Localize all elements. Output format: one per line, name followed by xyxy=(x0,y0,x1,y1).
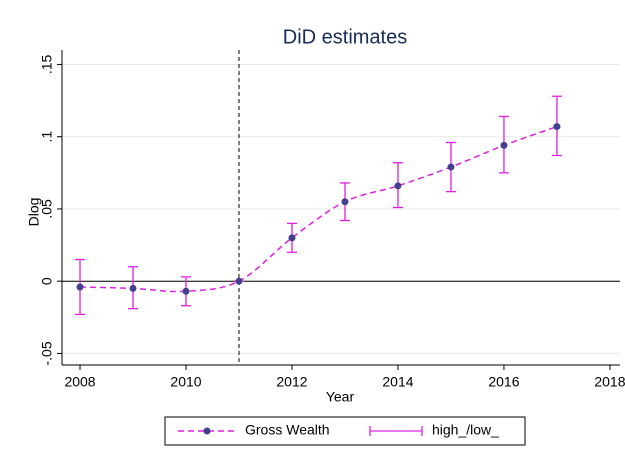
x-tick-label: 2012 xyxy=(276,374,307,390)
legend-label: Gross Wealth xyxy=(245,422,330,438)
y-tick-label: -.05 xyxy=(39,341,55,365)
chart-title: DiD estimates xyxy=(283,26,407,48)
marker xyxy=(394,182,402,190)
y-tick-label: 0 xyxy=(39,277,55,285)
x-tick-label: 2016 xyxy=(488,374,519,390)
y-tick-label: .1 xyxy=(39,131,55,143)
legend-marker xyxy=(203,427,211,435)
series-line xyxy=(79,125,558,293)
marker xyxy=(76,283,84,291)
marker xyxy=(500,141,508,149)
marker xyxy=(182,287,190,295)
x-tick-label: 2010 xyxy=(170,374,201,390)
legend-label: high_/low_ xyxy=(432,422,499,438)
marker xyxy=(235,277,243,285)
x-tick-label: 2018 xyxy=(594,374,625,390)
marker xyxy=(553,123,561,131)
x-axis-label: Year xyxy=(326,389,355,405)
marker xyxy=(129,284,137,292)
y-axis-label: Dlog xyxy=(26,198,42,227)
marker xyxy=(447,163,455,171)
y-tick-label: .05 xyxy=(39,199,55,219)
x-tick-label: 2014 xyxy=(382,374,413,390)
marker xyxy=(341,198,349,206)
legend-box xyxy=(164,416,526,446)
marker xyxy=(288,234,296,242)
x-tick-label: 2008 xyxy=(64,374,95,390)
y-tick-label: .15 xyxy=(39,55,55,75)
